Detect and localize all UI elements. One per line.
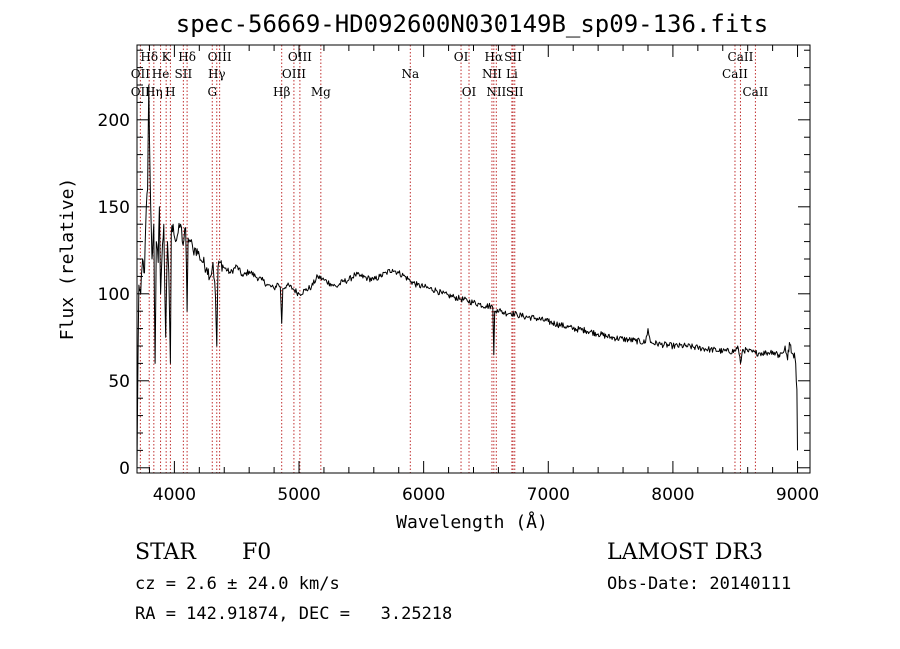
object-class: STAR [135, 540, 196, 565]
line-label-OIII: OIII [282, 67, 306, 81]
line-label-OII: OII [131, 85, 151, 99]
chart-title: spec-56669-HD092600N030149B_sp09-136.fit… [176, 10, 768, 38]
line-label-He: He [152, 67, 170, 81]
x-tick-label: 6000 [402, 485, 445, 505]
y-tick-label: 0 [119, 459, 130, 479]
line-label-OII: OII [131, 67, 151, 81]
line-label-NII: NII [486, 85, 506, 99]
line-label-Hδ: Hδ [178, 50, 196, 64]
y-axis-label: Flux (relative) [57, 178, 78, 341]
line-label-K: K [162, 50, 172, 64]
line-label-CaII: CaII [728, 50, 754, 64]
line-marker-layer [139, 45, 756, 473]
line-label-Hα: Hα [485, 50, 504, 64]
line-label-SII: SII [175, 67, 193, 81]
x-tick-label: 4000 [153, 485, 196, 505]
x-tick-label: 8000 [651, 485, 694, 505]
y-tick-label: 100 [98, 285, 130, 305]
y-tick-label: 150 [98, 198, 130, 218]
redshift-cz: cz = 2.6 ± 24.0 km/s [135, 574, 340, 594]
tick-layer: 4000 5000 6000 7000 8000 9000 0 50 100 150 200 [98, 45, 819, 505]
line-label-CaII: CaII [742, 85, 768, 99]
y-tick-label: 200 [98, 111, 130, 131]
line-label-Hγ: Hγ [208, 67, 226, 81]
y-tick-label: 50 [108, 372, 130, 392]
x-tick-label: 5000 [277, 485, 320, 505]
line-label-OIII: OIII [288, 50, 312, 64]
observation-date: Obs-Date: 20140111 [607, 574, 792, 594]
line-label-Na: Na [401, 67, 419, 81]
line-label-Mg: Mg [311, 85, 331, 99]
plot-frame [136, 44, 811, 474]
line-label-OI: OI [454, 50, 469, 64]
x-axis-label: Wavelength (Å) [396, 511, 548, 533]
series-layer [136, 84, 798, 468]
line-label-Hδ: Hδ [140, 50, 158, 64]
line-label-G: G [207, 85, 217, 99]
spectrum-line [136, 84, 798, 468]
line-label-SII: SII [504, 50, 522, 64]
line-label-H: H [165, 85, 175, 99]
line-label-CaII: CaII [722, 67, 748, 81]
line-label-Hη: Hη [145, 85, 163, 99]
line-label-Hβ: Hβ [273, 85, 290, 99]
line-label-NII: NII [482, 67, 502, 81]
line-label-OI: OI [462, 85, 477, 99]
line-label-Li: Li [506, 67, 518, 81]
line-label-SII: SII [506, 85, 524, 99]
x-tick-label: 9000 [776, 485, 819, 505]
x-tick-label: 7000 [527, 485, 570, 505]
survey-name: LAMOST DR3 [607, 540, 763, 565]
line-label-OIII: OIII [208, 50, 232, 64]
object-subclass: F0 [242, 540, 272, 565]
coordinates: RA = 142.91874, DEC = 3.25218 [135, 604, 453, 624]
